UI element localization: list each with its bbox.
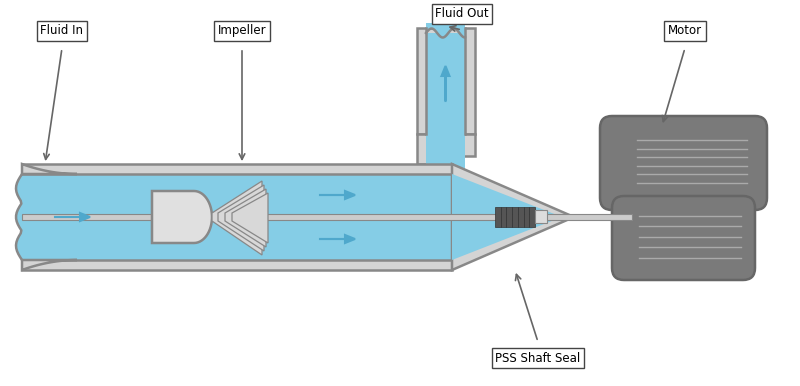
Polygon shape bbox=[22, 164, 452, 174]
Polygon shape bbox=[225, 189, 266, 247]
Text: PSS Shaft Seal: PSS Shaft Seal bbox=[495, 352, 581, 364]
Polygon shape bbox=[523, 207, 530, 227]
Polygon shape bbox=[417, 28, 475, 134]
Polygon shape bbox=[426, 23, 465, 37]
FancyBboxPatch shape bbox=[600, 116, 767, 210]
Text: Fluid In: Fluid In bbox=[41, 24, 83, 37]
Bar bbox=[22, 214, 632, 220]
Polygon shape bbox=[232, 193, 268, 243]
Polygon shape bbox=[452, 164, 574, 270]
FancyArrow shape bbox=[320, 191, 355, 199]
Polygon shape bbox=[501, 207, 506, 227]
Polygon shape bbox=[495, 207, 501, 227]
Polygon shape bbox=[22, 260, 452, 270]
Polygon shape bbox=[22, 260, 77, 270]
Polygon shape bbox=[218, 185, 264, 251]
Polygon shape bbox=[152, 191, 212, 243]
Polygon shape bbox=[22, 134, 465, 260]
FancyBboxPatch shape bbox=[612, 196, 755, 280]
Polygon shape bbox=[16, 174, 22, 260]
Polygon shape bbox=[22, 164, 77, 174]
Polygon shape bbox=[530, 207, 535, 227]
Polygon shape bbox=[417, 134, 475, 164]
Polygon shape bbox=[512, 207, 518, 227]
Polygon shape bbox=[506, 207, 512, 227]
Bar bbox=[535, 210, 547, 223]
Polygon shape bbox=[212, 181, 262, 255]
FancyArrow shape bbox=[442, 66, 450, 101]
Text: Impeller: Impeller bbox=[218, 24, 266, 37]
Polygon shape bbox=[426, 33, 465, 134]
Text: Fluid Out: Fluid Out bbox=[435, 7, 489, 20]
Polygon shape bbox=[452, 174, 562, 260]
FancyArrow shape bbox=[320, 235, 355, 243]
FancyArrow shape bbox=[55, 213, 90, 221]
Polygon shape bbox=[518, 207, 523, 227]
Text: Motor: Motor bbox=[668, 24, 702, 37]
